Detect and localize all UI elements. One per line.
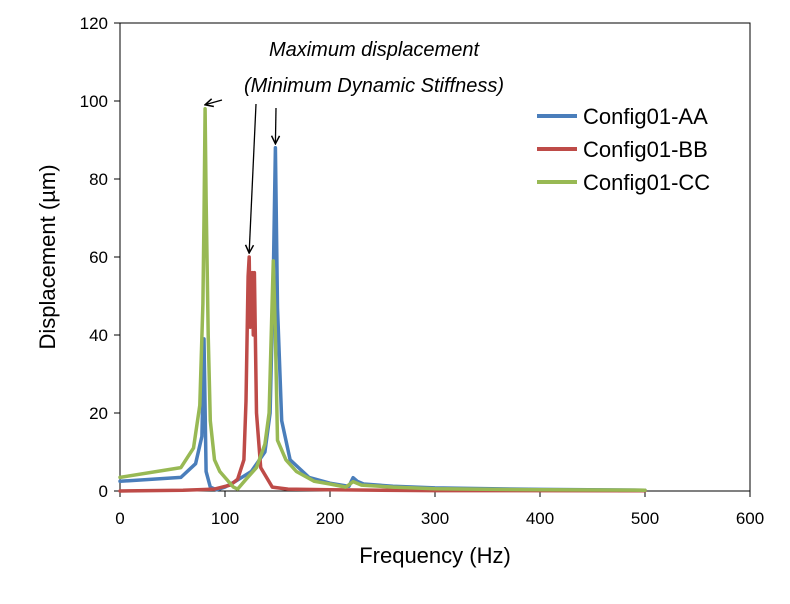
y-tick-label: 100: [80, 92, 108, 111]
legend: Config01-AA Config01-BB Config01-CC: [537, 104, 710, 195]
annotation-arrow: [275, 107, 276, 144]
legend-label: Config01-CC: [583, 170, 710, 195]
y-axis-ticks: 0 20 40 60 80 100 120: [80, 14, 120, 501]
series-line-config01-aa: [118, 146, 647, 492]
y-axis-title: Displacement (µm): [35, 164, 60, 349]
x-tick-label: 400: [526, 509, 554, 528]
y-tick-label: 120: [80, 14, 108, 33]
plot-area: [119, 22, 751, 492]
annotation-line-1: Maximum displacement: [269, 39, 481, 61]
x-tick-label: 0: [115, 509, 124, 528]
y-tick-label: 20: [89, 404, 108, 423]
annotation-arrows: [205, 100, 276, 253]
annotation-line-2: (Minimum Dynamic Stiffness): [244, 75, 504, 97]
x-tick-label: 600: [736, 509, 764, 528]
y-tick-label: 40: [89, 326, 108, 345]
series-lines: [118, 107, 647, 493]
legend-label: Config01-BB: [583, 137, 708, 162]
annotation-arrow: [249, 103, 257, 253]
y-tick-label: 80: [89, 170, 108, 189]
y-tick-label: 60: [89, 248, 108, 267]
x-axis-ticks: 0 100 200 300 400 500 600: [115, 491, 764, 528]
x-axis-title: Frequency (Hz): [359, 543, 511, 568]
x-tick-label: 300: [421, 509, 449, 528]
annotation-arrow: [205, 100, 223, 105]
x-tick-label: 100: [211, 509, 239, 528]
series-line-config01-cc: [118, 107, 647, 492]
y-tick-label: 0: [99, 482, 108, 501]
x-tick-label: 500: [631, 509, 659, 528]
legend-label: Config01-AA: [583, 104, 708, 129]
x-tick-label: 200: [316, 509, 344, 528]
